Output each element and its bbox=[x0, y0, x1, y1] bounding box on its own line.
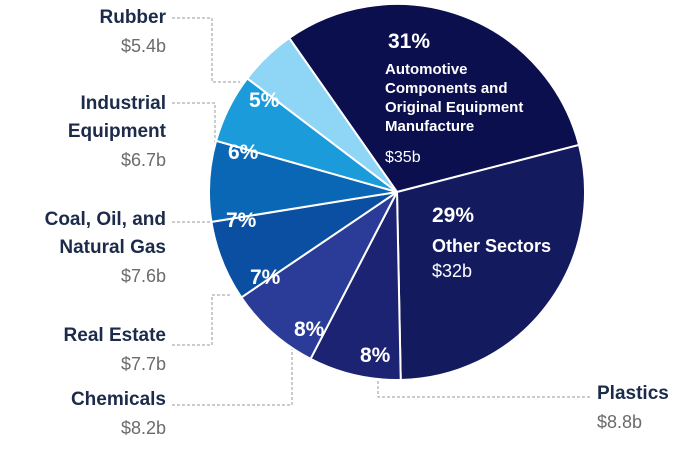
pie-slice bbox=[245, 36, 398, 193]
pie-slice bbox=[239, 191, 398, 361]
amount-label: $7.7b bbox=[120, 354, 166, 374]
category-label: Chemicals bbox=[70, 389, 166, 410]
amount-label: $5.4b bbox=[120, 36, 166, 56]
slice-amount: $35b bbox=[385, 149, 421, 166]
amount-label: $8.8b bbox=[597, 412, 643, 432]
leader-line bbox=[172, 338, 293, 406]
amount-label: $8.2b bbox=[120, 418, 166, 438]
slice-name: Other Sectors bbox=[432, 236, 552, 256]
percent-label: 5% bbox=[249, 89, 280, 112]
category-label: Rubber bbox=[99, 7, 167, 28]
pie-slice bbox=[309, 191, 402, 381]
category-label: Real Estate bbox=[63, 325, 166, 346]
category-label: Coal, Oil, and Natural Gas bbox=[44, 209, 166, 258]
leader-line bbox=[172, 294, 232, 346]
amount-label: $7.6b bbox=[120, 266, 166, 286]
leader-line bbox=[377, 372, 590, 398]
slice-amount: $32b bbox=[432, 261, 473, 281]
pie-slice bbox=[395, 143, 586, 381]
percent-label: 29% bbox=[432, 204, 475, 227]
pie-slice bbox=[287, 3, 581, 194]
percent-label: 31% bbox=[388, 30, 431, 53]
category-label: Plastics bbox=[597, 383, 669, 404]
amount-label: $6.7b bbox=[120, 150, 166, 170]
percent-label: 8% bbox=[360, 344, 391, 367]
category-label: Industrial Equipment bbox=[67, 93, 166, 142]
percent-label: 8% bbox=[294, 318, 325, 341]
slice-name: Automotive Components and Original Equip… bbox=[385, 61, 524, 135]
percent-label: 7% bbox=[250, 266, 281, 289]
percent-label: 7% bbox=[226, 209, 257, 232]
leader-line bbox=[172, 17, 240, 83]
percent-label: 6% bbox=[228, 141, 259, 164]
